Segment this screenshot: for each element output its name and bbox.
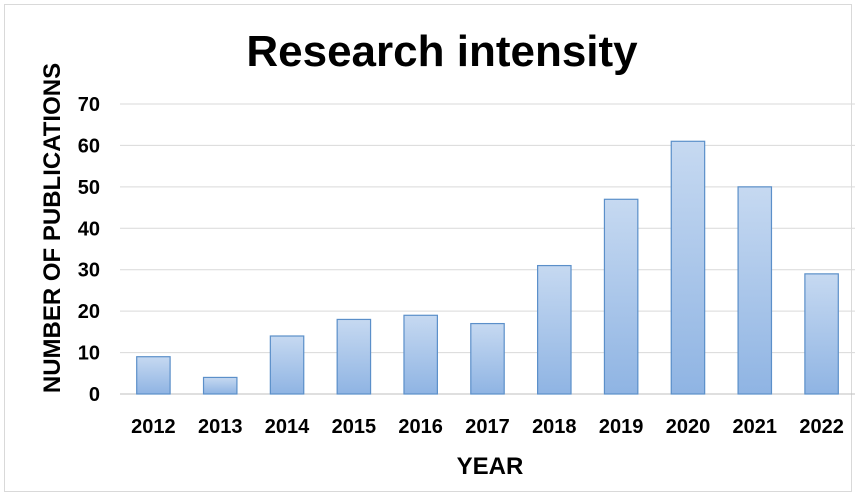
y-tick-label: 0 — [89, 384, 100, 406]
bars — [136, 140, 839, 395]
bar-2017 — [470, 322, 505, 395]
chart-frame — [4, 4, 852, 492]
bar-2013 — [202, 376, 238, 395]
y-tick-label: 70 — [78, 94, 100, 116]
bar-2021 — [737, 186, 773, 395]
bar-2020 — [670, 140, 706, 395]
x-tick-label: 2012 — [131, 416, 176, 438]
bar-2014 — [269, 335, 305, 395]
x-tick-label: 2019 — [599, 416, 644, 438]
x-tick-label: 2013 — [198, 416, 243, 438]
y-tick-label: 10 — [78, 343, 100, 365]
x-tick-label: 2018 — [532, 416, 577, 438]
x-tick-labels: 2012 2013 2014 2015 2016 2017 2018 2019 2020 2021… — [131, 416, 844, 438]
x-tick-label: 2016 — [398, 416, 443, 438]
x-tick-label: 2015 — [332, 416, 377, 438]
y-tick-label: 50 — [78, 177, 100, 199]
gridlines — [120, 103, 855, 395]
bar-2019 — [603, 198, 639, 395]
x-axis-title: YEAR — [457, 453, 524, 480]
chart-title: Research intensity — [246, 27, 638, 76]
x-tick-label: 2017 — [465, 416, 510, 438]
x-tick-label: 2020 — [666, 416, 711, 438]
bar-2022 — [804, 273, 839, 395]
bar-2012 — [136, 356, 171, 395]
bar-2016 — [403, 314, 438, 395]
y-tick-label: 40 — [78, 218, 100, 240]
y-tick-label: 30 — [78, 260, 100, 282]
y-tick-labels: 0 10 20 30 40 50 60 70 — [78, 94, 100, 406]
y-tick-label: 20 — [78, 301, 100, 323]
x-tick-label: 2014 — [265, 416, 310, 438]
y-axis-title: NUMBER OF PUBLICATIONS — [39, 63, 66, 393]
y-tick-label: 60 — [78, 135, 100, 157]
x-tick-label: 2022 — [799, 416, 844, 438]
bar-2018 — [537, 264, 572, 395]
x-tick-label: 2021 — [733, 416, 778, 438]
bar-2015 — [336, 318, 372, 395]
